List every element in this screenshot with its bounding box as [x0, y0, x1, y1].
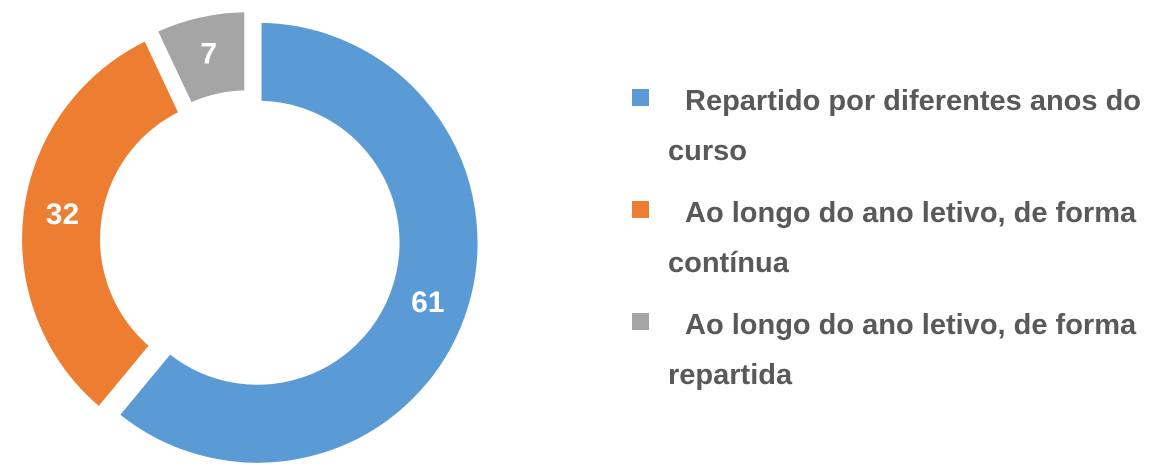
legend-swatch — [632, 89, 649, 106]
slice — [109, 14, 486, 465]
legend-text: Repartido por diferentes anos do curso — [668, 85, 1141, 167]
donut: 61 32 7 — [14, 4, 486, 465]
data-label: 7 — [200, 37, 217, 70]
legend: Repartido por diferentes anos do curso Ao… — [632, 76, 1158, 412]
slice — [147, 4, 253, 113]
legend-item: Ao longo do ano letivo, de forma reparti… — [632, 300, 1158, 400]
legend-text: Ao longo do ano letivo, de forma contínu… — [668, 197, 1137, 279]
legend-item: Ao longo do ano letivo, de forma contínu… — [632, 188, 1158, 288]
legend-swatch — [632, 313, 649, 330]
slice — [14, 30, 189, 418]
legend-swatch — [632, 201, 649, 218]
legend-item: Repartido por diferentes anos do curso — [632, 76, 1158, 176]
data-label: 61 — [411, 286, 444, 319]
data-label: 32 — [46, 198, 79, 231]
legend-text: Ao longo do ano letivo, de forma reparti… — [668, 309, 1137, 391]
